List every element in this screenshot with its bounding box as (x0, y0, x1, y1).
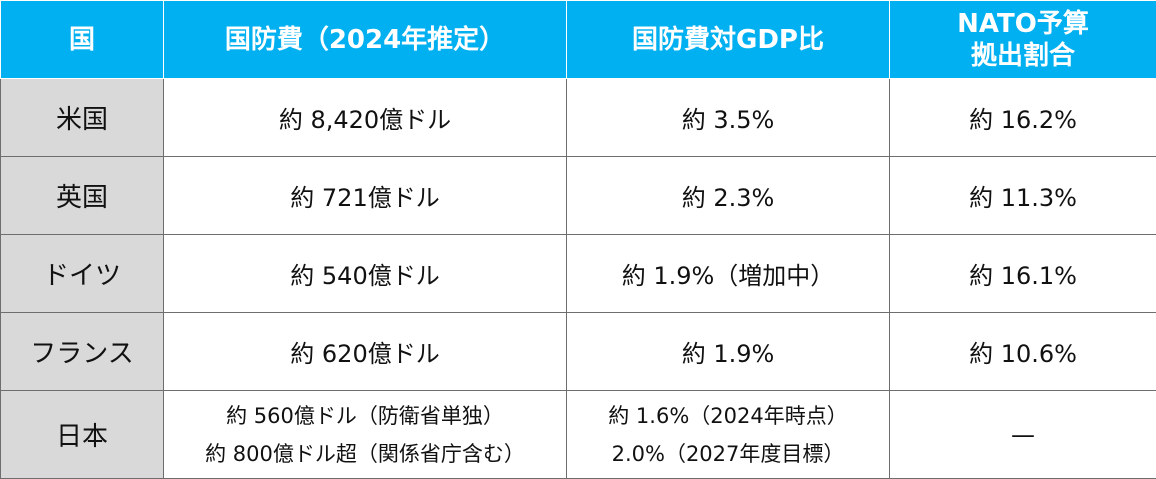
nato-share-cell: — (890, 391, 1156, 479)
budget-line: 約 800億ドル超（関係省庁含む） (164, 435, 566, 473)
budget-cell: 約 8,420億ドル (164, 79, 567, 157)
table-row: 英国 約 721億ドル 約 2.3% 約 11.3% (1, 157, 1156, 235)
country-cell: フランス (1, 313, 164, 391)
header-nato-share: NATO予算 拠出割合 (890, 1, 1156, 79)
header-nato-share-line2: 拠出割合 (890, 40, 1156, 72)
gdp-ratio-cell: 約 1.9% (567, 313, 890, 391)
budget-cell: 約 540億ドル (164, 235, 567, 313)
nato-share-cell: 約 10.6% (890, 313, 1156, 391)
country-cell: ドイツ (1, 235, 164, 313)
budget-line: 約 560億ドル（防衛省単独） (164, 397, 566, 435)
header-nato-share-line1: NATO予算 (890, 8, 1156, 40)
header-row: 国 国防費（2024年推定） 国防費対GDP比 NATO予算 拠出割合 (1, 1, 1156, 79)
gdp-ratio-cell: 約 3.5% (567, 79, 890, 157)
table-row: 日本 約 560億ドル（防衛省単独） 約 800億ドル超（関係省庁含む） 約 1… (1, 391, 1156, 479)
nato-share-cell: 約 16.1% (890, 235, 1156, 313)
gdp-ratio-cell: 約 2.3% (567, 157, 890, 235)
header-defense-budget: 国防費（2024年推定） (164, 1, 567, 79)
table-row: 米国 約 8,420億ドル 約 3.5% 約 16.2% (1, 79, 1156, 157)
nato-share-cell: 約 11.3% (890, 157, 1156, 235)
table-row: フランス 約 620億ドル 約 1.9% 約 10.6% (1, 313, 1156, 391)
gdp-ratio-line: 約 1.6%（2024年時点） (567, 397, 889, 435)
nato-share-cell: 約 16.2% (890, 79, 1156, 157)
table-row: ドイツ 約 540億ドル 約 1.9%（増加中） 約 16.1% (1, 235, 1156, 313)
gdp-ratio-cell: 約 1.9%（増加中） (567, 235, 890, 313)
gdp-ratio-line: 2.0%（2027年度目標） (567, 435, 889, 473)
header-gdp-ratio: 国防費対GDP比 (567, 1, 890, 79)
budget-cell: 約 620億ドル (164, 313, 567, 391)
budget-cell: 約 721億ドル (164, 157, 567, 235)
header-country: 国 (1, 1, 164, 79)
gdp-ratio-cell: 約 1.6%（2024年時点） 2.0%（2027年度目標） (567, 391, 890, 479)
country-cell: 米国 (1, 79, 164, 157)
budget-cell: 約 560億ドル（防衛省単独） 約 800億ドル超（関係省庁含む） (164, 391, 567, 479)
country-cell: 日本 (1, 391, 164, 479)
country-cell: 英国 (1, 157, 164, 235)
